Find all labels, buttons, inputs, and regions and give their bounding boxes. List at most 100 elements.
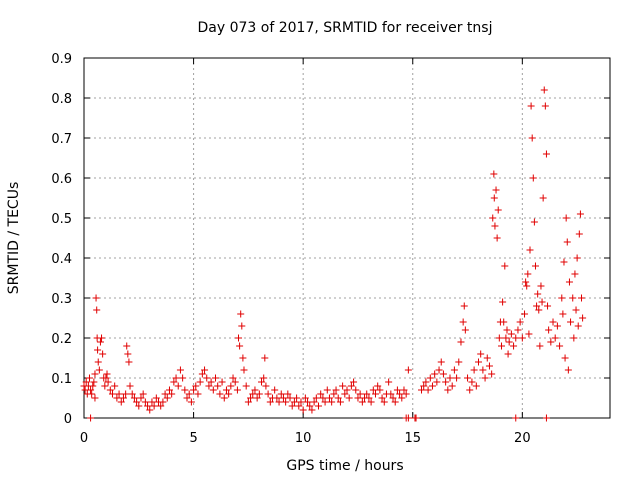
- data-point: [563, 238, 571, 246]
- data-point: [317, 390, 325, 398]
- data-point: [271, 386, 279, 394]
- data-point: [439, 370, 447, 378]
- data-point: [573, 254, 581, 262]
- data-point: [534, 290, 542, 298]
- data-point: [89, 382, 97, 390]
- data-point: [358, 398, 366, 406]
- data-point: [466, 386, 474, 394]
- data-point: [125, 358, 133, 366]
- data-point: [312, 394, 320, 402]
- data-point: [209, 386, 217, 394]
- data-point: [481, 374, 489, 382]
- data-point: [299, 406, 307, 414]
- data-point: [556, 342, 564, 350]
- data-point: [205, 382, 213, 390]
- data-point: [290, 398, 298, 406]
- data-point: [172, 374, 180, 382]
- data-point: [559, 310, 567, 318]
- data-point: [113, 394, 121, 402]
- data-point: [504, 350, 512, 358]
- data-point: [249, 390, 257, 398]
- data-point: [244, 398, 252, 406]
- data-point: [255, 390, 263, 398]
- data-point: [96, 338, 104, 346]
- data-point: [194, 390, 202, 398]
- data-point: [238, 322, 246, 330]
- data-point: [286, 394, 294, 402]
- data-point: [350, 378, 358, 386]
- data-point: [420, 382, 428, 390]
- data-point: [367, 398, 375, 406]
- data-point: [332, 386, 340, 394]
- data-point: [404, 366, 412, 374]
- data-point: [264, 390, 272, 398]
- data-point: [516, 318, 524, 326]
- data-point: [510, 342, 518, 350]
- data-point: [551, 334, 559, 342]
- data-point: [157, 402, 165, 410]
- data-point: [275, 398, 283, 406]
- data-point: [479, 366, 487, 374]
- data-point: [530, 218, 538, 226]
- data-point: [288, 402, 296, 410]
- plot-frame: [83, 57, 611, 419]
- y-tick-label: 0.1: [51, 372, 72, 387]
- data-point: [325, 394, 333, 402]
- data-point: [541, 102, 549, 110]
- data-point: [225, 390, 233, 398]
- y-tick-label: 0.7: [51, 132, 72, 147]
- data-point: [295, 402, 303, 410]
- data-point: [562, 214, 570, 222]
- data-point: [561, 354, 569, 362]
- x-tick-label: 15: [404, 431, 421, 446]
- data-point: [549, 318, 557, 326]
- data-point: [446, 374, 454, 382]
- data-point: [339, 382, 347, 390]
- data-point: [572, 306, 580, 314]
- data-point: [498, 342, 506, 350]
- data-point: [435, 366, 443, 374]
- data-point: [470, 366, 478, 374]
- data-point: [412, 414, 420, 422]
- data-point: [433, 378, 441, 386]
- data-point: [352, 386, 360, 394]
- data-point: [277, 390, 285, 398]
- data-point: [236, 342, 244, 350]
- data-point: [461, 326, 469, 334]
- data-point: [266, 398, 274, 406]
- data-point: [336, 398, 344, 406]
- data-point: [108, 390, 116, 398]
- data-point: [148, 398, 156, 406]
- data-point: [464, 374, 472, 382]
- data-point: [306, 402, 314, 410]
- data-point: [192, 382, 200, 390]
- data-point: [235, 334, 243, 342]
- data-point: [489, 214, 497, 222]
- x-axis-title: GPS time / hours: [286, 458, 403, 474]
- data-point: [485, 362, 493, 370]
- data-point: [273, 394, 281, 402]
- data-point: [492, 186, 500, 194]
- data-point: [502, 334, 510, 342]
- data-point: [391, 398, 399, 406]
- data-point: [251, 386, 259, 394]
- data-point: [569, 294, 577, 302]
- data-point: [369, 386, 377, 394]
- data-point: [214, 382, 222, 390]
- data-point: [102, 374, 110, 382]
- data-point: [537, 282, 545, 290]
- data-point: [115, 390, 123, 398]
- data-point: [152, 394, 160, 402]
- data-point: [422, 378, 430, 386]
- data-point: [319, 394, 327, 402]
- data-point: [542, 414, 550, 422]
- data-point: [380, 398, 388, 406]
- data-point: [512, 334, 520, 342]
- data-point: [499, 298, 507, 306]
- data-point: [101, 382, 109, 390]
- data-point: [455, 358, 463, 366]
- y-tick-label: 0.9: [51, 52, 72, 67]
- data-point: [315, 402, 323, 410]
- data-point: [490, 170, 498, 178]
- data-point: [365, 394, 373, 402]
